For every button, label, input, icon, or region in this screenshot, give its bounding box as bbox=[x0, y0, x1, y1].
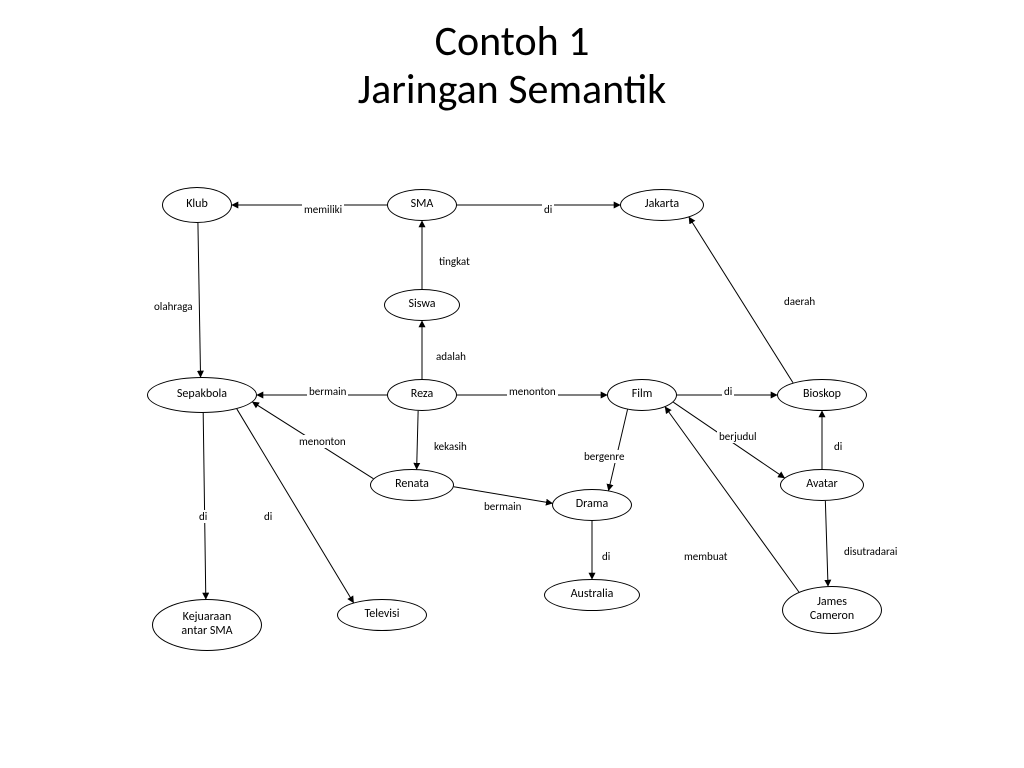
node-renata: Renata bbox=[370, 469, 454, 501]
edge-label-klub-sepakbola: olahraga bbox=[152, 300, 195, 313]
node-james: JamesCameron bbox=[782, 586, 882, 634]
edge-label-reza-sepakbola: bermain bbox=[307, 385, 348, 398]
edge-bioskop-jakarta bbox=[689, 217, 793, 383]
edge-label-reza-renata: kekasih bbox=[432, 440, 469, 453]
edge-label-sepakbola-televisi: di bbox=[262, 510, 274, 523]
edge-label-siswa-sma: tingkat bbox=[437, 255, 472, 268]
edge-sepakbola-kejuaraan bbox=[203, 413, 206, 599]
node-reza: Reza bbox=[387, 379, 457, 411]
node-siswa: Siswa bbox=[384, 289, 460, 321]
edge-label-drama-australia: di bbox=[600, 550, 612, 563]
edge-label-sma-klub: memiliki bbox=[302, 203, 344, 216]
edge-avatar-james bbox=[825, 501, 828, 586]
node-televisi: Televisi bbox=[337, 599, 427, 631]
edge-label-renata-sepakbola: menonton bbox=[297, 435, 348, 448]
title-line-2: Jaringan Semantik bbox=[0, 66, 1024, 114]
edge-label-bioskop-jakarta: daerah bbox=[782, 295, 817, 308]
edge-label-avatar-bioskop: di bbox=[832, 440, 844, 453]
node-avatar: Avatar bbox=[780, 469, 864, 501]
edge-label-reza-film: menonton bbox=[507, 385, 558, 398]
node-australia: Australia bbox=[544, 579, 640, 611]
edge-reza-renata bbox=[417, 410, 418, 468]
node-kejuaraan: Kejuaraanantar SMA bbox=[152, 599, 262, 651]
node-bioskop: Bioskop bbox=[777, 379, 867, 411]
semantic-network-diagram: Klub SMA Jakarta Siswa Sepakbola Reza Film Bios… bbox=[102, 155, 922, 675]
edge-label-james-film: membuat bbox=[682, 550, 729, 563]
edge-label-film-bioskop: di bbox=[722, 385, 734, 398]
title-line-1: Contoh 1 bbox=[0, 18, 1024, 66]
node-klub: Klub bbox=[162, 187, 232, 223]
edge-label-reza-siswa: adalah bbox=[434, 350, 468, 363]
edge-label-film-avatar: berjudul bbox=[717, 430, 759, 443]
node-drama: Drama bbox=[552, 489, 632, 521]
node-jakarta: Jakarta bbox=[620, 189, 704, 221]
node-film: Film bbox=[607, 379, 677, 411]
edge-label-renata-drama: bermain bbox=[482, 500, 523, 513]
node-sepakbola: Sepakbola bbox=[147, 377, 257, 413]
node-sma: SMA bbox=[387, 189, 457, 221]
edge-label-sma-jakarta: di bbox=[542, 203, 554, 216]
edge-label-sepakbola-kejuaraan: di bbox=[197, 510, 209, 523]
edge-klub-sepakbola bbox=[198, 223, 201, 377]
edge-label-avatar-james: disutradarai bbox=[842, 545, 899, 558]
title-block: Contoh 1 Jaringan Semantik bbox=[0, 0, 1024, 115]
edge-label-film-drama: bergenre bbox=[582, 450, 626, 463]
